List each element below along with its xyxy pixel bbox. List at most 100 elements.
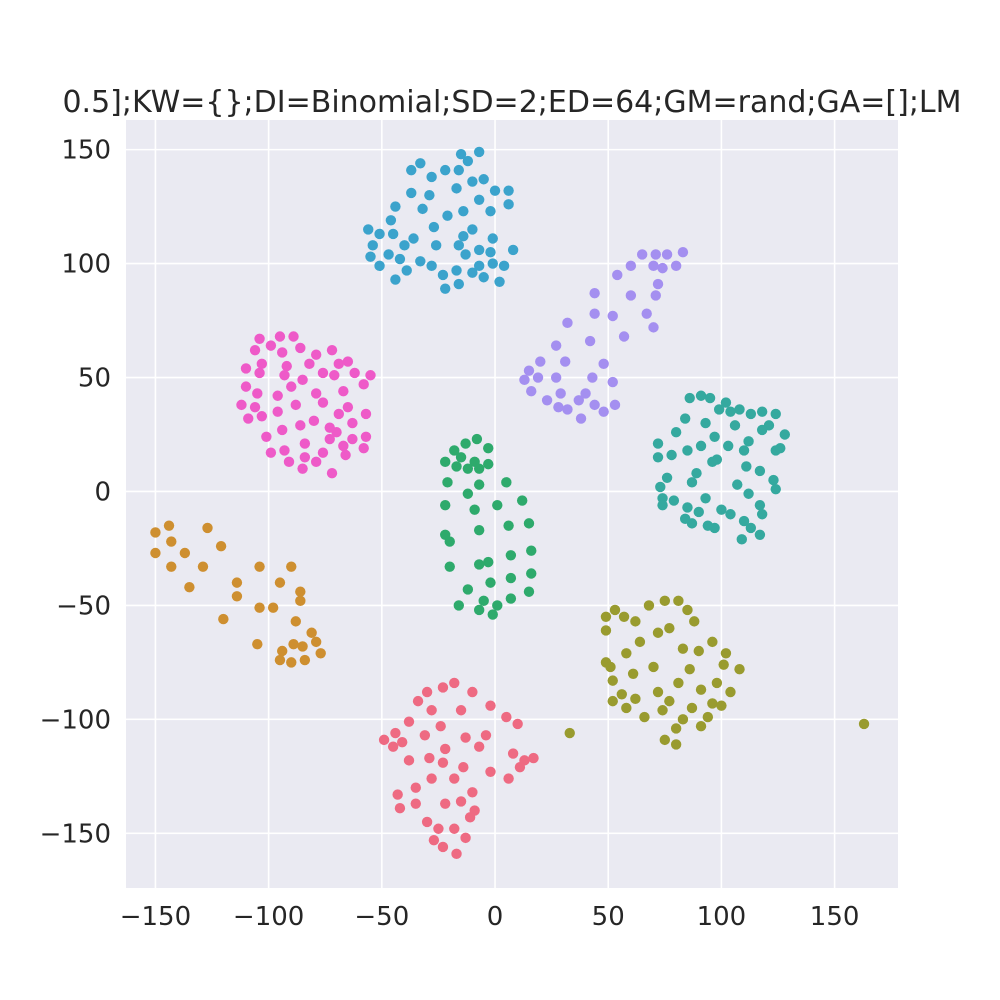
data-point — [478, 595, 489, 607]
data-point — [286, 657, 297, 668]
data-point — [440, 798, 451, 809]
data-point — [711, 677, 723, 689]
data-point — [634, 636, 646, 648]
cluster-series — [378, 677, 539, 860]
data-point — [503, 185, 514, 196]
data-point — [458, 762, 469, 773]
data-point — [295, 595, 306, 607]
data-point — [704, 392, 716, 404]
x-tick-label: 0 — [487, 902, 504, 932]
data-point — [317, 367, 329, 379]
data-point — [693, 506, 704, 518]
data-point — [365, 370, 376, 381]
data-point — [277, 424, 288, 436]
x-tick-label: −50 — [354, 902, 409, 932]
data-point — [673, 595, 684, 607]
data-point — [535, 356, 546, 367]
data-point — [689, 616, 700, 627]
data-point — [587, 372, 598, 383]
data-point — [485, 700, 496, 711]
data-point — [421, 816, 433, 828]
data-point — [682, 502, 693, 513]
data-point — [684, 664, 695, 675]
data-point — [277, 347, 288, 358]
data-point — [673, 677, 684, 689]
data-point — [333, 358, 345, 370]
data-point — [394, 253, 406, 265]
data-point — [584, 335, 596, 347]
data-point — [385, 215, 397, 226]
data-point — [526, 545, 537, 556]
data-point — [541, 395, 553, 406]
data-point — [754, 499, 766, 511]
data-point — [428, 221, 440, 233]
data-point — [163, 520, 175, 531]
data-point — [437, 841, 449, 853]
data-point — [670, 427, 682, 438]
data-point — [562, 404, 573, 415]
data-point — [342, 356, 354, 367]
y-tick-label: −100 — [40, 705, 111, 735]
data-point — [485, 205, 496, 217]
data-point — [295, 342, 306, 354]
data-point — [347, 417, 358, 429]
data-point — [453, 600, 464, 611]
data-point — [360, 431, 372, 442]
data-point — [426, 773, 437, 784]
data-point — [338, 440, 349, 452]
data-point — [231, 591, 243, 602]
data-point — [503, 199, 514, 210]
data-point — [295, 586, 306, 597]
data-point — [505, 572, 517, 584]
data-point — [460, 249, 471, 260]
data-point — [505, 550, 517, 561]
y-tick-label: −150 — [40, 819, 111, 849]
x-tick-label: −150 — [120, 902, 191, 932]
data-point — [453, 278, 464, 290]
data-point — [426, 260, 437, 272]
grid — [126, 120, 898, 888]
data-point — [625, 290, 637, 301]
data-point — [483, 556, 494, 568]
data-point — [286, 381, 297, 392]
cluster-series — [236, 331, 376, 479]
data-point — [326, 468, 338, 479]
data-point — [729, 420, 741, 431]
data-point — [657, 499, 668, 511]
data-point — [462, 463, 474, 474]
data-point — [265, 447, 277, 458]
data-point — [442, 210, 453, 221]
data-point — [299, 452, 311, 463]
data-point — [451, 848, 462, 860]
data-point — [252, 638, 263, 650]
data-point — [437, 757, 449, 768]
data-point — [501, 477, 512, 488]
data-point — [390, 274, 401, 285]
data-point — [317, 397, 329, 408]
data-point — [693, 645, 704, 657]
data-point — [358, 379, 369, 390]
data-point — [519, 374, 530, 385]
data-point — [249, 401, 261, 413]
data-point — [299, 438, 311, 449]
data-point — [440, 456, 451, 468]
data-point — [550, 340, 562, 351]
data-point — [464, 812, 476, 823]
data-point — [451, 461, 462, 472]
data-point — [858, 718, 870, 730]
data-point — [489, 185, 501, 196]
cluster-series — [652, 390, 791, 545]
data-point — [150, 527, 161, 538]
data-point — [410, 782, 421, 793]
data-point — [756, 509, 768, 520]
data-point — [449, 445, 460, 456]
data-point — [709, 522, 720, 534]
data-point — [473, 525, 485, 536]
data-point — [707, 636, 718, 648]
data-point — [485, 577, 496, 588]
data-point — [324, 433, 335, 445]
data-point — [449, 677, 460, 689]
data-point — [437, 682, 449, 693]
data-point — [326, 344, 338, 356]
plot-area — [126, 120, 898, 888]
